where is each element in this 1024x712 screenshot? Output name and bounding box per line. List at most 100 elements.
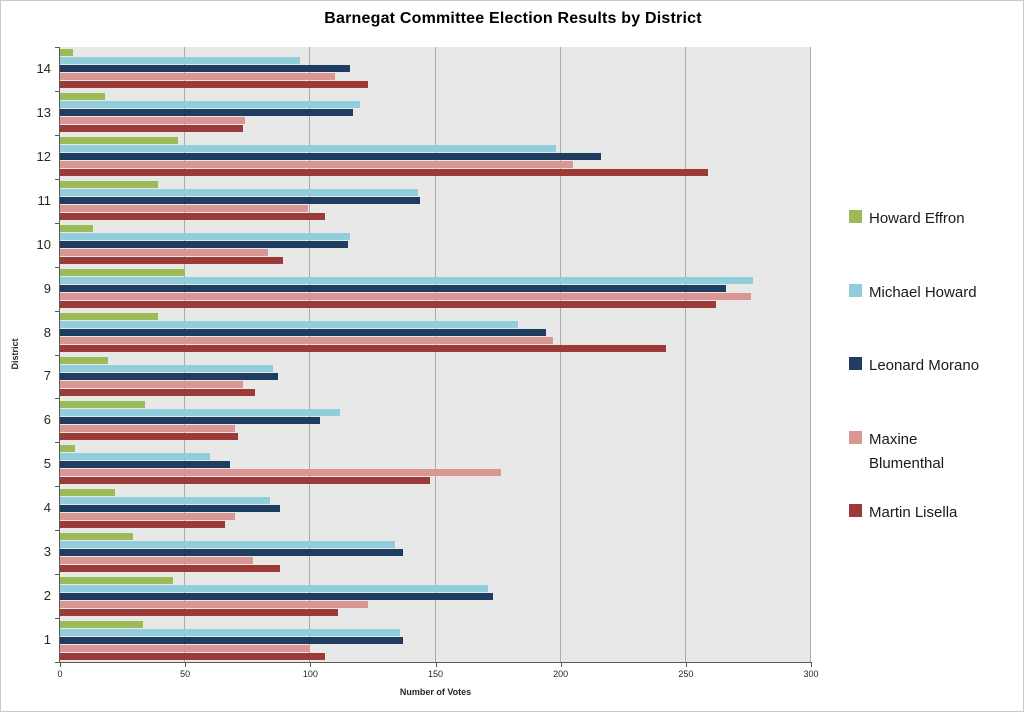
bar-martin-lisella-district-2 xyxy=(60,608,338,616)
bar-howard-effron-district-11 xyxy=(60,181,158,189)
bar-howard-effron-district-7 xyxy=(60,356,108,364)
bar-michael-howard-district-7 xyxy=(60,364,273,372)
y-category-label-14: 14 xyxy=(36,60,51,76)
bar-martin-lisella-district-9 xyxy=(60,301,716,309)
bar-leonard-morano-district-3 xyxy=(60,548,403,556)
bar-martin-lisella-district-6 xyxy=(60,432,238,440)
chart-title: Barnegat Committee Election Results by D… xyxy=(324,10,702,27)
x-tick-label-250: 250 xyxy=(678,669,694,679)
bar-leonard-morano-district-11 xyxy=(60,197,421,205)
bar-maxine-blumenthal-district-12 xyxy=(60,161,574,169)
bar-leonard-morano-district-6 xyxy=(60,416,321,424)
legend-swatch-martin-lisella xyxy=(849,504,862,517)
bar-howard-effron-district-12 xyxy=(60,137,178,145)
plot-area xyxy=(60,47,811,662)
gridline-x-150 xyxy=(434,47,436,662)
bar-howard-effron-district-9 xyxy=(60,269,186,277)
bar-leonard-morano-district-10 xyxy=(60,241,348,249)
x-tick-label-300: 300 xyxy=(803,669,819,679)
bar-howard-effron-district-13 xyxy=(60,93,106,101)
y-category-label-5: 5 xyxy=(43,456,51,472)
gridline-x-200 xyxy=(559,47,561,662)
y-category-label-9: 9 xyxy=(43,280,51,296)
bar-michael-howard-district-1 xyxy=(60,628,401,636)
y-tick-5 xyxy=(55,266,59,268)
bar-martin-lisella-district-8 xyxy=(60,345,666,353)
x-tick-250 xyxy=(685,663,687,667)
y-category-label-7: 7 xyxy=(43,368,51,384)
x-tick-label-200: 200 xyxy=(553,669,569,679)
y-category-label-8: 8 xyxy=(43,324,51,340)
x-tick-label-150: 150 xyxy=(427,669,444,679)
x-tick-label-0: 0 xyxy=(57,669,63,679)
bar-martin-lisella-district-7 xyxy=(60,388,256,396)
y-category-label-12: 12 xyxy=(36,148,51,164)
bar-leonard-morano-district-14 xyxy=(60,65,351,73)
legend-label-howard-effron: Howard Effron xyxy=(869,210,965,227)
bar-michael-howard-district-3 xyxy=(60,540,396,548)
y-tick-10 xyxy=(55,486,59,488)
y-tick-11 xyxy=(55,530,59,532)
x-tick-label-100: 100 xyxy=(302,669,318,679)
bar-maxine-blumenthal-district-9 xyxy=(60,293,751,301)
bar-michael-howard-district-13 xyxy=(60,101,361,109)
bar-martin-lisella-district-11 xyxy=(60,213,326,221)
gridline-x-50 xyxy=(184,47,186,662)
legend-swatch-howard-effron xyxy=(849,210,862,223)
bar-michael-howard-district-10 xyxy=(60,233,351,241)
bar-michael-howard-district-2 xyxy=(60,584,489,592)
bar-leonard-morano-district-13 xyxy=(60,109,353,117)
bar-leonard-morano-district-2 xyxy=(60,592,494,600)
bar-martin-lisella-district-3 xyxy=(60,564,281,572)
bar-maxine-blumenthal-district-14 xyxy=(60,73,336,81)
legend-item-michael-howard: Michael Howard xyxy=(849,281,989,305)
y-tick-13 xyxy=(55,618,59,620)
x-axis-title: Number of Votes xyxy=(399,687,472,697)
bar-leonard-morano-district-1 xyxy=(60,636,403,644)
y-tick-4 xyxy=(55,222,59,224)
bar-maxine-blumenthal-district-2 xyxy=(60,600,368,608)
legend-label-michael-howard: Michael Howard xyxy=(869,283,977,301)
bar-martin-lisella-district-12 xyxy=(60,169,709,177)
y-category-label-6: 6 xyxy=(43,412,51,428)
bar-michael-howard-district-4 xyxy=(60,496,271,504)
bar-michael-howard-district-8 xyxy=(60,321,519,329)
x-tick-label-50: 50 xyxy=(180,669,191,679)
legend-item-leonard-morano: Leonard Morano xyxy=(849,354,989,378)
bar-martin-lisella-district-14 xyxy=(60,81,368,89)
y-tick-7 xyxy=(55,354,59,356)
bar-michael-howard-district-11 xyxy=(60,189,418,197)
y-tick-8 xyxy=(55,398,59,400)
bar-maxine-blumenthal-district-13 xyxy=(60,117,246,125)
y-axis-title: District xyxy=(10,338,20,370)
bar-leonard-morano-district-8 xyxy=(60,329,546,337)
y-category-label-1: 1 xyxy=(43,632,51,648)
y-tick-2 xyxy=(55,134,59,136)
legend-label-maxine-blumenthal: Maxine Blumenthal xyxy=(869,430,945,472)
x-tick-50 xyxy=(185,663,187,667)
gridline-x-250 xyxy=(684,47,686,662)
y-category-label-4: 4 xyxy=(43,500,51,516)
bar-howard-effron-district-10 xyxy=(60,225,93,233)
legend-label-martin-lisella: Martin Lisella xyxy=(869,504,958,521)
y-tick-14 xyxy=(55,662,59,663)
bar-howard-effron-district-5 xyxy=(60,444,76,452)
legend-swatch-michael-howard xyxy=(849,283,862,297)
bar-maxine-blumenthal-district-11 xyxy=(60,205,308,213)
gridline-x-300 xyxy=(810,47,811,662)
gridline-x-100 xyxy=(309,47,311,662)
bar-michael-howard-district-5 xyxy=(60,452,211,460)
legend-swatch-leonard-morano xyxy=(849,357,862,370)
bar-leonard-morano-district-12 xyxy=(60,153,601,161)
bar-maxine-blumenthal-district-1 xyxy=(60,644,311,652)
y-tick-12 xyxy=(55,574,59,576)
bar-leonard-morano-district-4 xyxy=(60,504,281,512)
bar-martin-lisella-district-5 xyxy=(60,476,431,484)
bar-martin-lisella-district-10 xyxy=(60,257,283,265)
bar-maxine-blumenthal-district-10 xyxy=(60,249,268,257)
bar-leonard-morano-district-5 xyxy=(60,460,231,468)
x-axis-line xyxy=(60,662,812,663)
bar-michael-howard-district-12 xyxy=(60,145,556,153)
bar-leonard-morano-district-9 xyxy=(60,285,726,293)
bar-maxine-blumenthal-district-7 xyxy=(60,380,243,388)
